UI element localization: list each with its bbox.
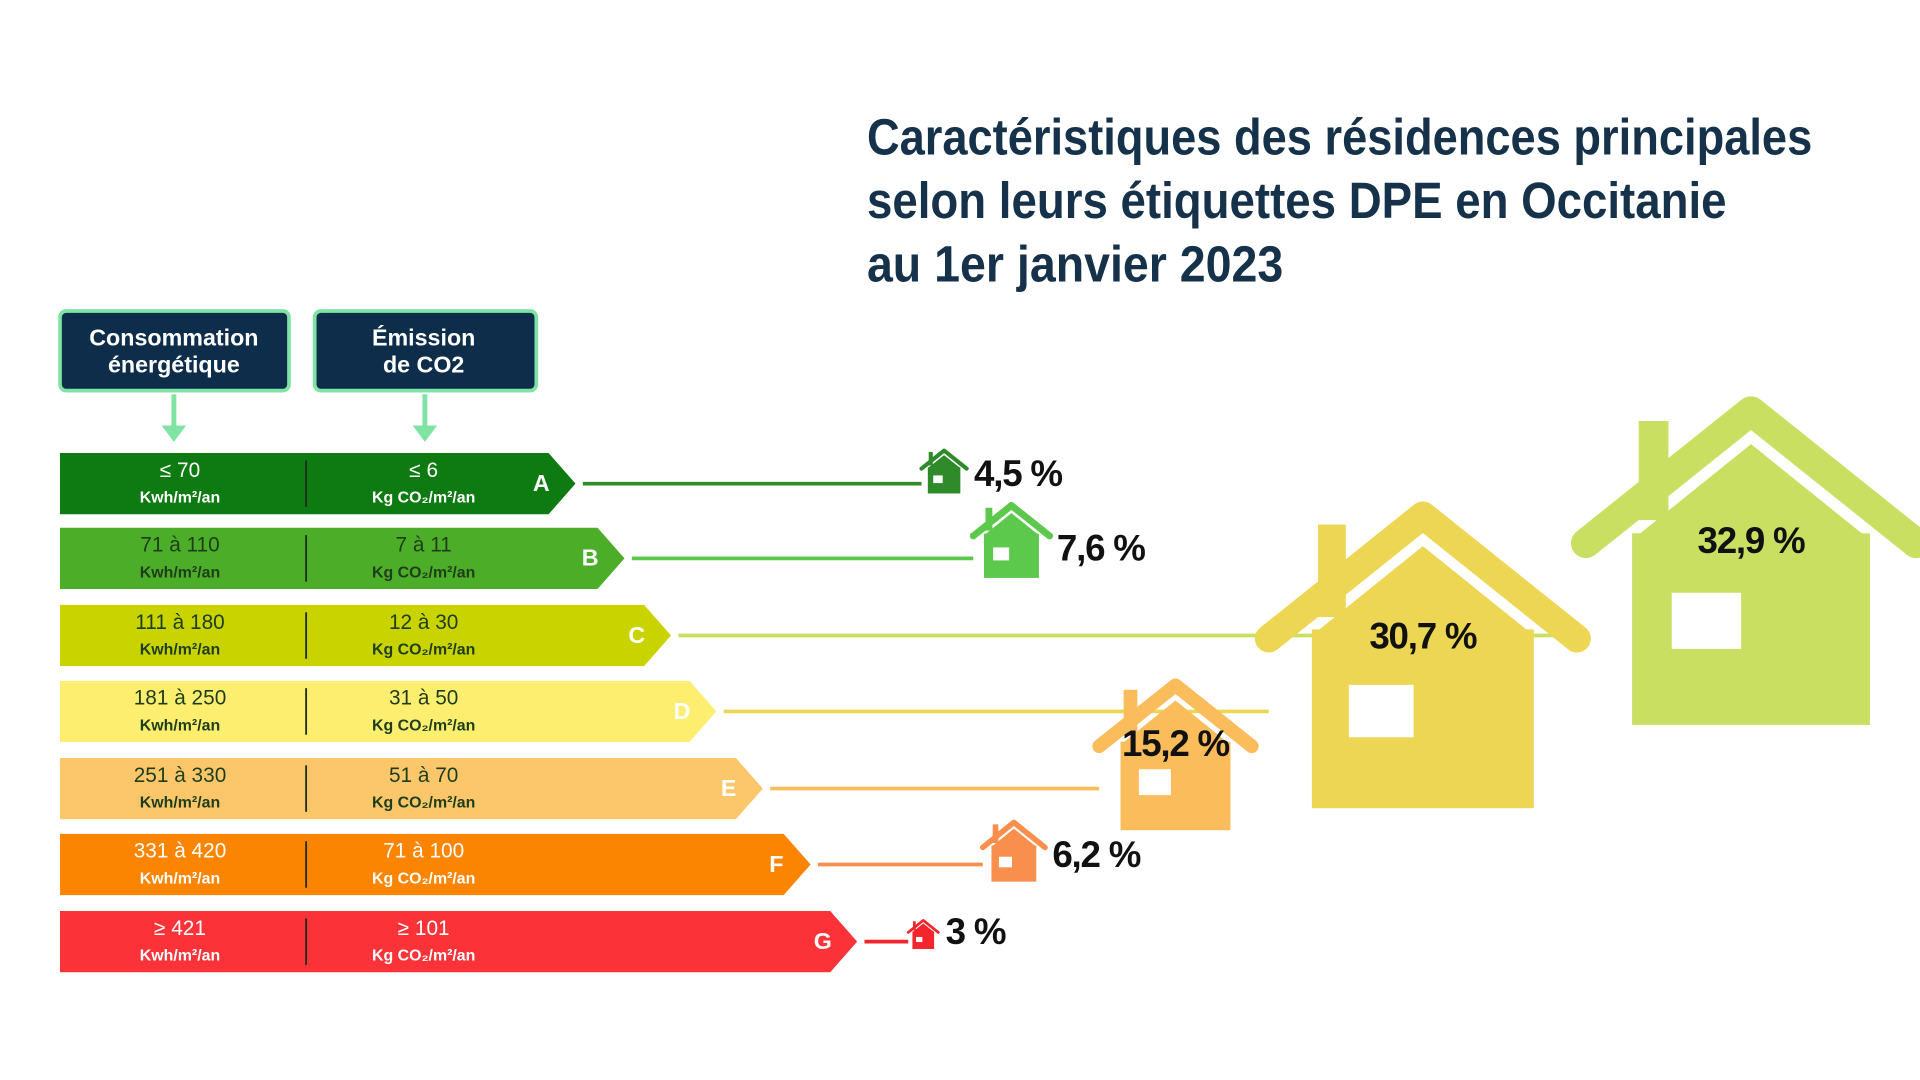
house [1092,678,1259,831]
house-gable [1311,546,1534,636]
house-roof [979,819,1048,851]
value-label: 3 % [946,911,1006,952]
emission-range: ≥ 101 [398,917,450,940]
house [919,448,969,494]
consumption-unit: Kwh/m²/an [140,641,220,658]
class-letter: A [533,470,550,496]
header-text: Émission [372,323,475,350]
house-window [998,856,1013,868]
emission-unit: Kg CO₂/m²/an [372,948,475,965]
value-label: 15,2 % [1122,723,1230,764]
house-gable [991,828,1037,847]
class-letter: E [721,775,737,801]
energy-bar [60,911,858,973]
house-gable [927,455,961,469]
emission-range: 71 à 100 [383,840,464,863]
class-letter: G [814,928,832,954]
house-window [993,547,1010,561]
consumption-unit: Kwh/m²/an [140,564,220,581]
consumption-unit: Kwh/m²/an [140,794,220,811]
consumption-unit: Kwh/m²/an [140,717,220,734]
class-letter: C [628,622,645,648]
emission-range: ≤ 6 [409,459,438,482]
house-window [1671,592,1742,649]
value-label: 30,7 % [1369,615,1477,656]
consumption-range: 181 à 250 [134,687,227,710]
emission-unit: Kg CO₂/m²/an [372,564,475,581]
header-box [312,309,539,393]
emission-unit: Kg CO₂/m²/an [372,794,475,811]
house-body [991,845,1037,882]
emission-range: 31 à 50 [389,687,458,710]
house-window [916,936,923,943]
house [979,819,1048,882]
consumption-range: 111 à 180 [135,611,224,634]
energy-bar [60,604,672,667]
emission-unit: Kg CO₂/m²/an [372,870,475,887]
house-body [927,467,961,494]
emission-range: 12 à 30 [389,611,458,634]
house-gable [912,923,935,933]
header-box [58,309,291,393]
value-label: 6,2 % [1052,834,1140,875]
title-line: Caractéristiques des résidences principa… [867,107,1812,165]
header-text: de CO2 [383,351,464,377]
house-gable [1632,444,1870,540]
class-letter: D [674,698,691,724]
class-letter: F [769,851,783,877]
bars: ≤ 70 Kwh/m²/an ≤ 6 Kg CO₂/m²/an A 71 à 110 Kwh… [60,453,858,973]
title-line: selon leurs étiquettes DPE en Occitanie [867,171,1727,229]
energy-bar [60,757,763,820]
house [906,919,940,949]
emission-unit: Kg CO₂/m²/an [372,641,475,658]
emission-unit: Kg CO₂/m²/an [372,490,475,507]
house-window [1138,769,1171,796]
house-window [933,475,943,484]
consumption-range: 71 à 110 [140,534,219,557]
header-text: énergétique [108,351,240,377]
house-gable [1120,700,1231,745]
class-letter: B [582,545,599,571]
house-gable [983,513,1039,536]
header-text: Consommation [89,324,258,350]
house-roof [1254,501,1591,653]
value-label: 4,5 % [974,453,1062,494]
house-body [1311,629,1534,809]
consumption-unit: Kwh/m²/an [140,870,220,887]
house [969,502,1054,578]
house-body [1632,533,1870,725]
houses: 4,5 % 7,6 % 32,9 % 30,7 % 15,2 % 6,2 % 3 % [906,396,1920,952]
consumption-range: 331 à 420 [134,840,227,863]
house-window [1348,684,1414,738]
consumption-range: ≤ 70 [160,459,200,482]
energy-bar [60,453,576,515]
house-roof [969,502,1054,540]
consumption-range: ≥ 421 [154,917,206,940]
title-line: au 1er janvier 2023 [867,235,1283,293]
house [1254,501,1591,809]
house-roof [906,919,940,934]
energy-bar [60,833,811,896]
consumption-unit: Kwh/m²/an [140,490,220,507]
energy-bar [60,527,625,589]
house [1570,396,1920,725]
consumption-range: 251 à 330 [134,764,227,787]
emission-unit: Kg CO₂/m²/an [372,717,475,734]
house-body [1120,741,1231,831]
emission-range: 7 à 11 [396,534,452,557]
value-label: 7,6 % [1057,528,1145,569]
house-body [983,533,1039,578]
value-label: 32,9 % [1698,520,1806,561]
header-arrows [161,394,438,442]
house-roof [919,448,969,471]
emission-range: 51 à 70 [389,764,458,787]
house-roof [1570,396,1920,559]
house-roof [1092,678,1259,754]
consumption-unit: Kwh/m²/an [140,948,220,965]
energy-bar [60,680,717,743]
house-body [912,931,935,949]
